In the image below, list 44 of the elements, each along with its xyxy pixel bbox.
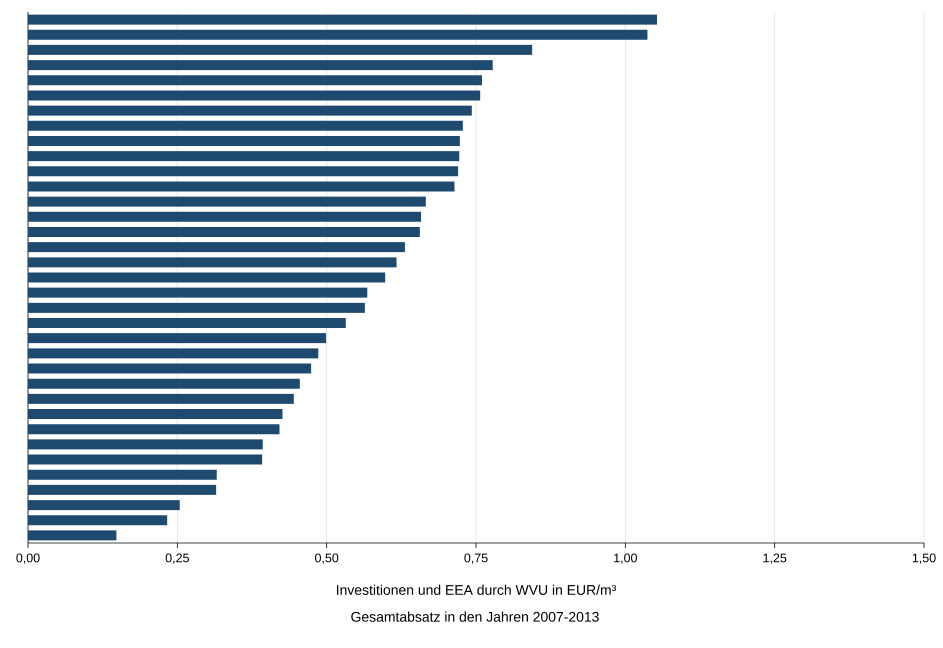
bar	[28, 272, 386, 282]
bar	[28, 530, 116, 540]
x-tick-label: 0,00	[16, 554, 40, 564]
bar	[28, 196, 426, 207]
bar	[28, 212, 422, 222]
bar	[28, 44, 532, 55]
bar	[28, 181, 454, 192]
bar	[28, 14, 657, 25]
x-tick-label: 0,50	[315, 554, 338, 564]
bar	[28, 364, 312, 374]
bar	[28, 302, 365, 313]
bar	[28, 378, 300, 389]
bar	[28, 106, 472, 116]
bar	[28, 333, 326, 344]
text: Gesamtabsatz in den Jahren 2007-2013	[351, 612, 599, 622]
bar	[28, 90, 480, 100]
bar	[28, 288, 368, 298]
bar	[28, 166, 458, 176]
bar	[28, 242, 405, 252]
bar	[28, 136, 460, 146]
x-tick-label: 1,00	[614, 554, 637, 564]
bar	[28, 454, 262, 465]
bar	[28, 226, 420, 237]
bar	[28, 409, 282, 420]
x-tick-label: 1,25	[764, 554, 786, 564]
bar	[28, 75, 482, 86]
bar	[28, 424, 280, 434]
x-tick-label: 0,25	[166, 554, 189, 564]
x-axis-title: Investitionen und EEA durch WVU in EUR/m³	[336, 584, 616, 595]
bar	[28, 257, 397, 268]
bar	[28, 151, 460, 162]
bar	[28, 348, 318, 358]
bar	[28, 439, 263, 450]
bar	[28, 120, 463, 131]
x-tick-label: 1,50	[912, 554, 936, 564]
bar	[28, 394, 294, 404]
bar	[28, 484, 216, 495]
bar	[28, 500, 180, 510]
bar	[28, 470, 217, 480]
bar	[28, 60, 493, 70]
x-tick-label: 0,75	[464, 554, 488, 564]
bar	[28, 30, 648, 40]
bar	[28, 515, 168, 526]
bar	[28, 318, 346, 328]
